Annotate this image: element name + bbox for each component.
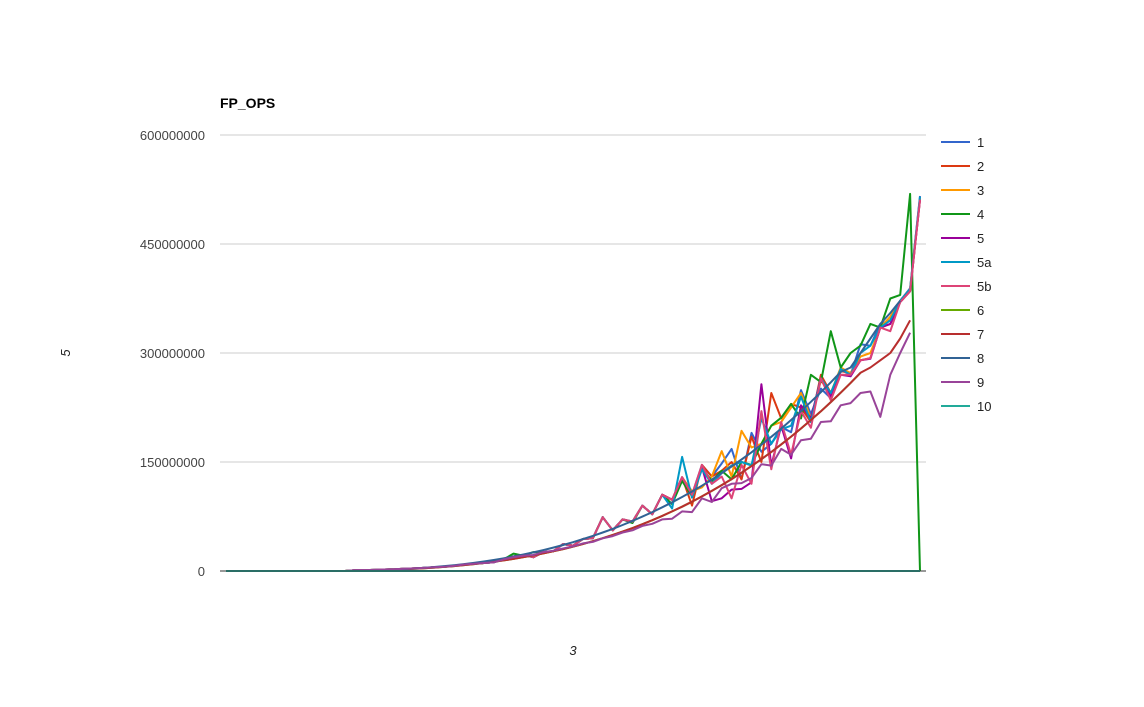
legend-label-5: 5 — [977, 231, 984, 246]
legend-label-8: 8 — [977, 351, 984, 366]
grid-lines — [220, 134, 926, 463]
series-line-5a — [226, 196, 921, 572]
y-tick-label: 0 — [198, 564, 205, 579]
y-tick-label: 300000000 — [140, 346, 205, 361]
series-line-5b — [226, 199, 921, 572]
series-line-7 — [226, 319, 911, 572]
legend-label-7: 7 — [977, 327, 984, 342]
y-tick-label: 600000000 — [140, 128, 205, 143]
legend-label-2: 2 — [977, 159, 984, 174]
legend-label-5a: 5a — [977, 255, 992, 270]
series-line-8 — [226, 300, 901, 572]
series-line-2 — [226, 199, 921, 572]
chart-title: FP_OPS — [220, 95, 275, 111]
series-line-6 — [226, 372, 862, 572]
y-tick-label: 450000000 — [140, 237, 205, 252]
series-lines — [226, 192, 921, 572]
legend-label-10: 10 — [977, 399, 991, 414]
series-line-4 — [226, 192, 921, 572]
legend: 1 2 3 4 5 5a 5b 6 7 8 9 10 — [941, 135, 992, 414]
legend-label-9: 9 — [977, 375, 984, 390]
y-tick-label: 150000000 — [140, 455, 205, 470]
y-axis-title: 5 — [58, 349, 73, 357]
legend-label-5b: 5b — [977, 279, 991, 294]
legend-label-1: 1 — [977, 135, 984, 150]
series-line-1 — [226, 195, 921, 572]
series-line-9 — [226, 332, 911, 572]
legend-label-6: 6 — [977, 303, 984, 318]
series-line-3 — [226, 198, 921, 572]
legend-label-3: 3 — [977, 183, 984, 198]
x-axis-title: 3 — [569, 643, 577, 658]
legend-label-4: 4 — [977, 207, 984, 222]
y-tick-labels: 0 150000000 300000000 450000000 600000000 — [140, 128, 205, 579]
series-line-5 — [226, 199, 921, 572]
